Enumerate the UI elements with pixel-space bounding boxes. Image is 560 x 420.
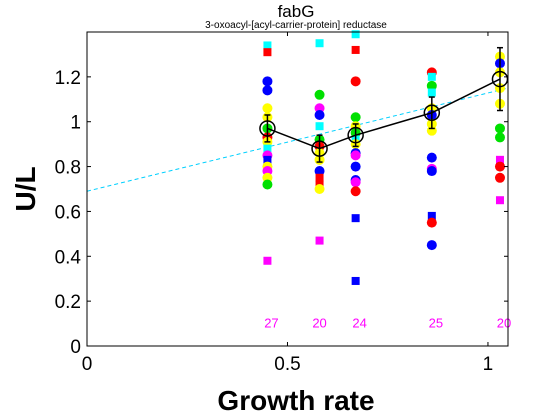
- count-label: 27: [264, 316, 278, 331]
- plot-area: [87, 32, 508, 346]
- data-point-circle: [262, 103, 273, 114]
- data-point-circle: [314, 184, 325, 194]
- y-tick-label: 1.2: [55, 68, 81, 89]
- count-label: 20: [312, 316, 326, 331]
- plot-frame: [86, 31, 509, 347]
- y-tick-label: 0.6: [55, 202, 81, 223]
- data-point-circle: [314, 166, 325, 177]
- data-point-square: [427, 211, 436, 220]
- mean-marker: [491, 70, 509, 88]
- data-point-circle: [350, 112, 361, 123]
- data-point-square: [315, 173, 324, 182]
- count-labels: 27 20 24 25 20: [264, 316, 511, 331]
- mean-marker: [347, 126, 364, 144]
- data-point-circle: [262, 179, 273, 190]
- y-axis-label: U/L: [10, 166, 41, 211]
- data-point-square: [427, 72, 436, 81]
- y-tick-label: 0.2: [55, 292, 81, 313]
- data-point-circle: [426, 152, 437, 163]
- data-point-square: [315, 122, 324, 131]
- axes: 0 0.5 1 0 0.2 0.4 0.6 0.8 1 1.2: [55, 32, 508, 375]
- data-point-circle: [262, 85, 273, 96]
- chart-title: fabG: [278, 2, 315, 21]
- x-tick-label: 0.5: [274, 354, 300, 375]
- data-point-square: [263, 155, 272, 164]
- x-tick-label: 1: [483, 354, 494, 375]
- mean-layer: [259, 46, 509, 163]
- data-point-square: [351, 214, 360, 223]
- data-point-circle: [350, 161, 361, 172]
- data-point-square: [263, 144, 272, 153]
- y-tick-label: 1: [70, 113, 81, 134]
- data-point-circle: [314, 109, 325, 120]
- x-tick-label: 0: [82, 354, 93, 375]
- data-point-circle: [494, 132, 505, 143]
- data-point-circle: [350, 186, 361, 197]
- data-point-circle: [494, 123, 505, 134]
- data-point-square: [315, 236, 324, 245]
- chart-subtitle: 3-oxoacyl-[acyl-carrier-protein] reducta…: [205, 20, 387, 31]
- data-point-square: [351, 30, 360, 39]
- data-point-square: [315, 39, 324, 48]
- data-point-circle: [494, 161, 505, 172]
- data-point-square: [495, 155, 504, 164]
- count-label: 25: [429, 316, 443, 331]
- data-point-circle: [262, 76, 273, 87]
- data-point-circle: [426, 166, 437, 177]
- data-point-square: [427, 88, 436, 97]
- data-point-circle: [350, 76, 361, 87]
- data-point-square: [351, 276, 360, 285]
- data-point-circle: [426, 240, 437, 251]
- count-label: 20: [497, 316, 511, 331]
- fit-line-layer: [86, 87, 509, 192]
- x-axis-label: Growth rate: [217, 385, 374, 416]
- data-point-circle: [314, 89, 325, 100]
- data-point-circle: [494, 172, 505, 183]
- mean-marker: [423, 104, 441, 121]
- data-point-square: [263, 48, 272, 57]
- data-point-square: [351, 45, 360, 54]
- mean-marker: [259, 120, 276, 137]
- data-point-square: [495, 196, 504, 205]
- data-point-circle: [350, 177, 361, 188]
- mean-marker: [311, 140, 328, 157]
- data-point-circle: [350, 150, 361, 161]
- y-tick-label: 0.4: [55, 247, 82, 268]
- y-tick-label: 0: [70, 337, 81, 358]
- data-point-circle: [426, 217, 437, 228]
- data-point-circle: [426, 80, 437, 91]
- data-point-square: [263, 41, 272, 50]
- fit-line: [86, 87, 509, 192]
- data-point-square: [263, 256, 272, 265]
- y-tick-label: 0.8: [55, 158, 81, 179]
- count-label: 24: [352, 316, 366, 331]
